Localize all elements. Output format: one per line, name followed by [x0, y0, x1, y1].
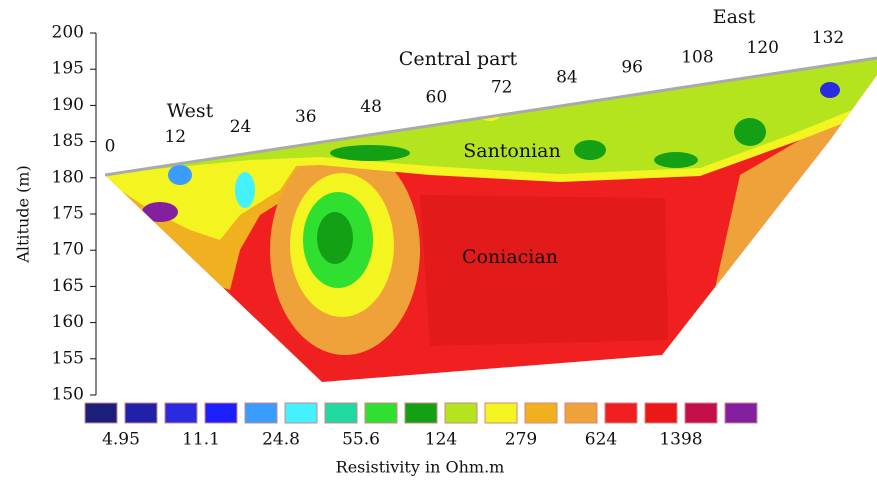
- colorbar-swatch: [324, 402, 358, 424]
- colorbar-label: 4.95: [102, 430, 140, 450]
- colorbar-swatch: [484, 402, 518, 424]
- colorbar-label: 124: [425, 430, 457, 450]
- colorbar-swatch: [724, 402, 758, 424]
- colorbar-swatch: [164, 402, 198, 424]
- x-tick-label: 60: [426, 87, 448, 107]
- y-tick-label: 195: [52, 59, 84, 79]
- colorbar-swatch: [84, 402, 118, 424]
- x-tick-label: 48: [360, 97, 382, 117]
- y-tick-label: 185: [52, 131, 84, 151]
- colorbar-swatch: [244, 402, 278, 424]
- x-tick-label: 120: [747, 38, 779, 58]
- colorbar-label: 279: [505, 430, 537, 450]
- colorbar-swatch: [684, 402, 718, 424]
- colorbar-label: 1398: [659, 430, 702, 450]
- annotation: Central part: [399, 48, 518, 70]
- annotation: West: [167, 100, 214, 122]
- surface-line: [104, 56, 877, 177]
- y-tick-label: 165: [52, 276, 84, 296]
- x-tick-label: 0: [105, 137, 116, 157]
- x-tick-label: 84: [556, 67, 578, 87]
- colorbar-label: 11.1: [182, 430, 220, 450]
- x-tick-label: 96: [621, 58, 643, 78]
- colorbar-swatch: [284, 402, 318, 424]
- y-tick-label: 190: [52, 95, 84, 115]
- colorbar-swatch: [204, 402, 238, 424]
- x-tick-label: 36: [295, 107, 317, 127]
- x-tick-label: 24: [230, 117, 252, 137]
- y-tick-label: 170: [52, 240, 84, 260]
- y-axis-label: Altitude (m): [14, 165, 33, 263]
- colorbar-label: 24.8: [262, 430, 300, 450]
- y-tick-label: 175: [52, 204, 84, 224]
- y-tick-label: 150: [52, 385, 84, 405]
- colorbar-swatch: [564, 402, 598, 424]
- colorbar-swatch: [604, 402, 638, 424]
- x-tick-label: 132: [812, 28, 844, 48]
- annotation: Santonian: [463, 140, 561, 162]
- y-tick-label: 160: [52, 312, 84, 332]
- colorbar-label: 624: [585, 430, 617, 450]
- x-tick-label: 108: [681, 48, 713, 68]
- colorbar-swatch: [404, 402, 438, 424]
- x-tick-label: 12: [164, 127, 186, 147]
- annotation: Coniacian: [462, 246, 558, 268]
- colorbar-swatch: [124, 402, 158, 424]
- y-tick-label: 155: [52, 348, 84, 368]
- y-tick-label: 180: [52, 167, 84, 187]
- y-tick-label: 200: [52, 23, 84, 43]
- colorbar-swatch: [644, 402, 678, 424]
- annotation: East: [713, 6, 756, 28]
- colorbar-swatch: [524, 402, 558, 424]
- x-tick-label: 72: [491, 77, 513, 97]
- colorbar-swatch: [364, 402, 398, 424]
- colorbar-title: Resistivity in Ohm.m: [336, 458, 505, 477]
- colorbar-swatch: [444, 402, 478, 424]
- colorbar-label: 55.6: [342, 430, 380, 450]
